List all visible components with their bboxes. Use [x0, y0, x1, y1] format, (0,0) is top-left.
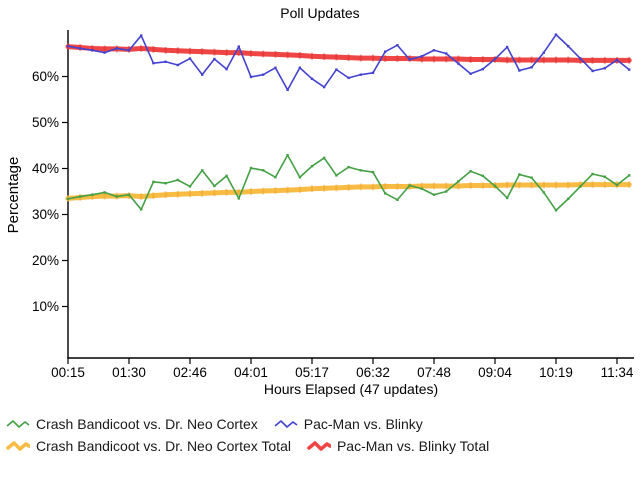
svg-text:05:17: 05:17	[295, 365, 329, 380]
x-axis-label: Hours Elapsed (47 updates)	[263, 381, 439, 397]
legend-label-crash-bandicoot: Crash Bandicoot vs. Dr. Neo Cortex	[36, 416, 258, 432]
legend-row-2: Crash Bandicoot vs. Dr. Neo Cortex Total…	[6, 435, 489, 457]
svg-text:01:30: 01:30	[112, 365, 146, 380]
svg-text:30%: 30%	[32, 207, 59, 222]
svg-text:40%: 40%	[32, 161, 59, 176]
svg-text:10%: 10%	[32, 299, 59, 314]
legend-swatch-crash-bandicoot-icon	[6, 419, 30, 428]
legend-item-pac-man-total: Pac-Man vs. Blinky Total	[307, 438, 489, 454]
svg-text:50%: 50%	[32, 115, 59, 130]
legend-item-crash-bandicoot: Crash Bandicoot vs. Dr. Neo Cortex	[6, 416, 258, 432]
legend-swatch-pac-man-total-icon	[307, 440, 331, 451]
svg-text:20%: 20%	[32, 253, 59, 268]
legend-item-crash-bandicoot-total: Crash Bandicoot vs. Dr. Neo Cortex Total	[6, 438, 291, 454]
legend-label-pac-man-total: Pac-Man vs. Blinky Total	[336, 438, 490, 454]
chart-title: Poll Updates	[280, 5, 360, 21]
svg-text:09:04: 09:04	[478, 365, 512, 380]
svg-text:00:15: 00:15	[51, 365, 85, 380]
legend-item-pac-man: Pac-Man vs. Blinky	[274, 416, 423, 432]
legend-row-1: Crash Bandicoot vs. Dr. Neo Cortex Pac-M…	[6, 413, 489, 435]
legend-label-pac-man: Pac-Man vs. Blinky	[303, 416, 423, 432]
legend-label-crash-bandicoot-total: Crash Bandicoot vs. Dr. Neo Cortex Total	[36, 438, 291, 454]
chart-legend: Crash Bandicoot vs. Dr. Neo Cortex Pac-M…	[6, 413, 489, 457]
svg-text:04:01: 04:01	[234, 365, 268, 380]
poll-chart-plot-area: 10% 20% 30% 40% 50% 60% 00:15 01:30 02:46 04:01 05…	[32, 30, 634, 380]
svg-text:11:34: 11:34	[601, 365, 634, 380]
svg-text:06:32: 06:32	[356, 365, 390, 380]
svg-text:07:48: 07:48	[417, 365, 451, 380]
legend-swatch-crash-bandicoot-total-icon	[6, 440, 30, 451]
svg-text:02:46: 02:46	[173, 365, 207, 380]
svg-text:10:19: 10:19	[539, 365, 573, 380]
y-axis-label: Percentage	[5, 156, 22, 234]
svg-text:60%: 60%	[32, 69, 59, 84]
legend-swatch-pac-man-icon	[274, 419, 298, 428]
